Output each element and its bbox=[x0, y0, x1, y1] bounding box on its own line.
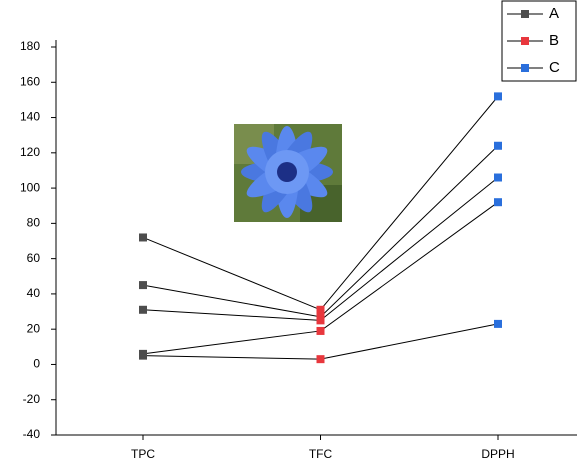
y-tick-label: 20 bbox=[27, 321, 41, 335]
legend-label: B bbox=[549, 32, 559, 49]
marker bbox=[494, 198, 502, 206]
marker bbox=[139, 306, 147, 314]
marker bbox=[317, 306, 325, 314]
marker bbox=[494, 142, 502, 150]
marker bbox=[494, 174, 502, 182]
marker bbox=[317, 327, 325, 335]
marker bbox=[317, 316, 325, 324]
legend-label: A bbox=[549, 5, 559, 22]
marker bbox=[317, 355, 325, 363]
y-tick-label: 100 bbox=[20, 180, 40, 194]
marker bbox=[139, 281, 147, 289]
y-tick-label: 60 bbox=[27, 251, 41, 265]
y-tick-label: 0 bbox=[33, 357, 40, 371]
y-tick-label: -20 bbox=[23, 392, 41, 406]
chart: -40 -20 0 20 40 60 80 100 120 140 160 180 TPC TFC DPPH… bbox=[0, 0, 577, 465]
x-tick-label: DPPH bbox=[481, 447, 514, 461]
y-tick-label: 140 bbox=[20, 110, 40, 124]
legend-marker bbox=[521, 37, 529, 45]
y-tick-label: 40 bbox=[27, 286, 41, 300]
y-tick-label: 180 bbox=[20, 39, 40, 53]
legend-marker bbox=[521, 10, 529, 18]
legend-marker bbox=[521, 64, 529, 72]
legend-label: C bbox=[549, 59, 560, 76]
marker bbox=[139, 233, 147, 241]
y-tick-label: 80 bbox=[27, 216, 41, 230]
x-tick-label: TFC bbox=[309, 447, 333, 461]
y-tick-label: -40 bbox=[23, 427, 41, 441]
y-tick-label: 120 bbox=[20, 145, 40, 159]
marker bbox=[494, 320, 502, 328]
marker bbox=[494, 92, 502, 100]
flower-photo bbox=[234, 124, 342, 222]
y-tick-label: 160 bbox=[20, 74, 40, 88]
marker bbox=[139, 352, 147, 360]
x-tick-label: TPC bbox=[131, 447, 155, 461]
